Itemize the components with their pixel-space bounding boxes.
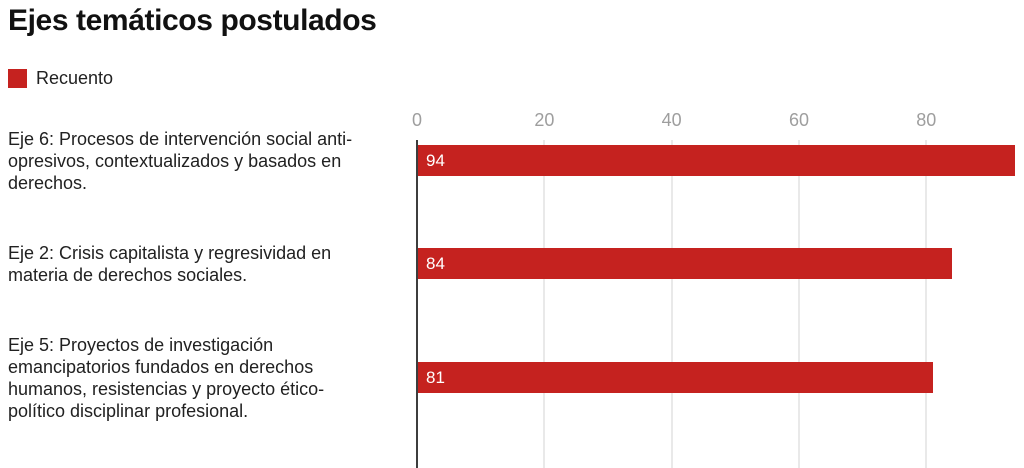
bar: 94 (418, 145, 1016, 176)
category-label: Eje 5: Proyectos de investigación emanci… (8, 334, 325, 421)
x-axis-tick-label: 60 (788, 110, 809, 130)
vertical-gridline (925, 140, 928, 468)
vertical-gridline (670, 140, 673, 468)
x-axis-tick-label: 20 (534, 110, 555, 130)
y-axis-line (416, 140, 418, 468)
bar: 81 (418, 362, 933, 393)
bar-value-label: 81 (426, 368, 445, 387)
x-axis-tick-label: 80 (916, 110, 937, 130)
bar-value-label: 94 (426, 151, 445, 170)
vertical-gridline (543, 140, 546, 468)
chart-title: Ejes temáticos postulados (8, 4, 377, 37)
legend-label: Recuento (36, 68, 114, 88)
bar: 84 (418, 248, 952, 279)
legend-color-swatch (8, 69, 27, 88)
x-axis-tick-label: 40 (661, 110, 682, 130)
category-label: Eje 2: Crisis capitalista y regresividad… (8, 242, 332, 285)
x-axis-tick-label: 0 (411, 110, 423, 130)
category-label: Eje 6: Procesos de intervención social a… (8, 128, 353, 193)
bar-value-label: 84 (426, 254, 445, 273)
vertical-gridline (797, 140, 800, 468)
legend: Recuento (8, 68, 113, 89)
